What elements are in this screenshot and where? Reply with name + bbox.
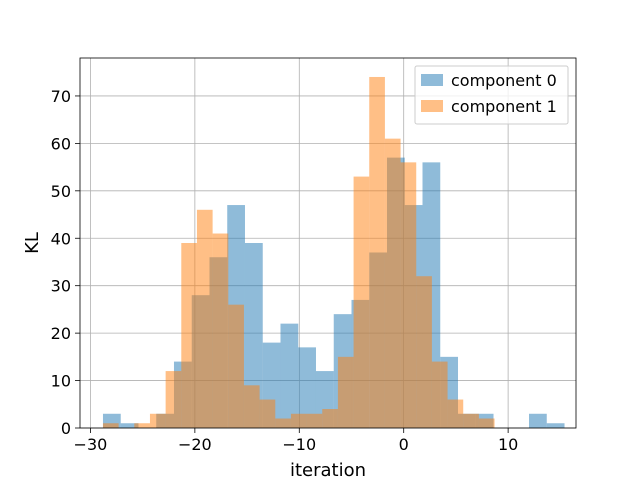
histogram-bar-component-1 [243, 385, 260, 428]
histogram-bar-component-1 [431, 361, 448, 428]
y-tick-label: 0 [61, 419, 71, 438]
histogram-bar-component-1 [384, 138, 401, 428]
histogram-bar-component-1 [102, 423, 119, 428]
histogram-bar-component-1 [306, 413, 323, 428]
legend-swatch-component-0 [421, 74, 443, 86]
legend-box [414, 65, 569, 125]
y-tick-label: 60 [51, 134, 71, 153]
legend-label-component-1: component 1 [451, 97, 557, 116]
x-tick-label: −30 [74, 435, 108, 454]
histogram-bar-component-1 [149, 413, 166, 428]
legend: component 0 component 1 [414, 65, 569, 125]
plot-frame [79, 57, 577, 429]
histogram-bar-component-1 [353, 176, 370, 428]
histogram-bar-component-1 [322, 409, 338, 428]
y-tick-label: 30 [51, 277, 71, 296]
y-tick-label: 40 [51, 229, 71, 248]
histogram-bar-component-1 [259, 399, 276, 428]
y-axis-label: KL [22, 232, 43, 254]
histogram-bar-component-0 [298, 347, 316, 428]
x-tick-label: 10 [498, 435, 518, 454]
x-tick-label: 0 [399, 435, 409, 454]
histogram-bar-component-1 [337, 356, 354, 428]
histogram-bar-component-0 [280, 323, 299, 428]
histogram-bar-component-1 [447, 399, 464, 428]
y-tick-label: 70 [51, 87, 71, 106]
legend-label-component-0: component 0 [451, 71, 557, 90]
histogram-bar-component-1 [290, 413, 307, 428]
x-tick-label: −20 [178, 435, 212, 454]
x-tick-label: −10 [282, 435, 316, 454]
histogram-bar-component-1 [181, 243, 197, 428]
y-tick-label: 10 [51, 372, 71, 391]
histogram-bar-component-1 [165, 371, 182, 428]
histogram-bar-component-0 [244, 243, 263, 428]
legend-swatch-component-1 [421, 100, 443, 112]
histogram-bars [102, 76, 565, 428]
histogram-bar-component-1 [196, 209, 213, 428]
histogram-bar-component-0 [546, 423, 565, 428]
histogram-bar-component-1 [463, 413, 479, 428]
histogram-bar-component-1 [400, 162, 417, 428]
histogram-bar-component-1 [275, 418, 291, 428]
y-tick-label: 50 [51, 182, 71, 201]
y-tick-label: 20 [51, 324, 71, 343]
x-axis-label: iteration [290, 460, 366, 480]
histogram-bar-component-0 [120, 423, 139, 428]
histogram-bar-component-1 [369, 76, 385, 428]
histogram-bar-component-1 [134, 423, 150, 428]
axis-ticks: −30 −20 −10 0 10 0 10 20 30 40 50 60 70 [51, 87, 519, 454]
histogram-bar-component-1 [416, 276, 432, 428]
histogram-bar-component-1 [212, 233, 229, 428]
histogram-bar-component-1 [478, 418, 495, 428]
histogram-bar-component-1 [228, 304, 244, 428]
histogram-bar-component-0 [529, 413, 547, 428]
